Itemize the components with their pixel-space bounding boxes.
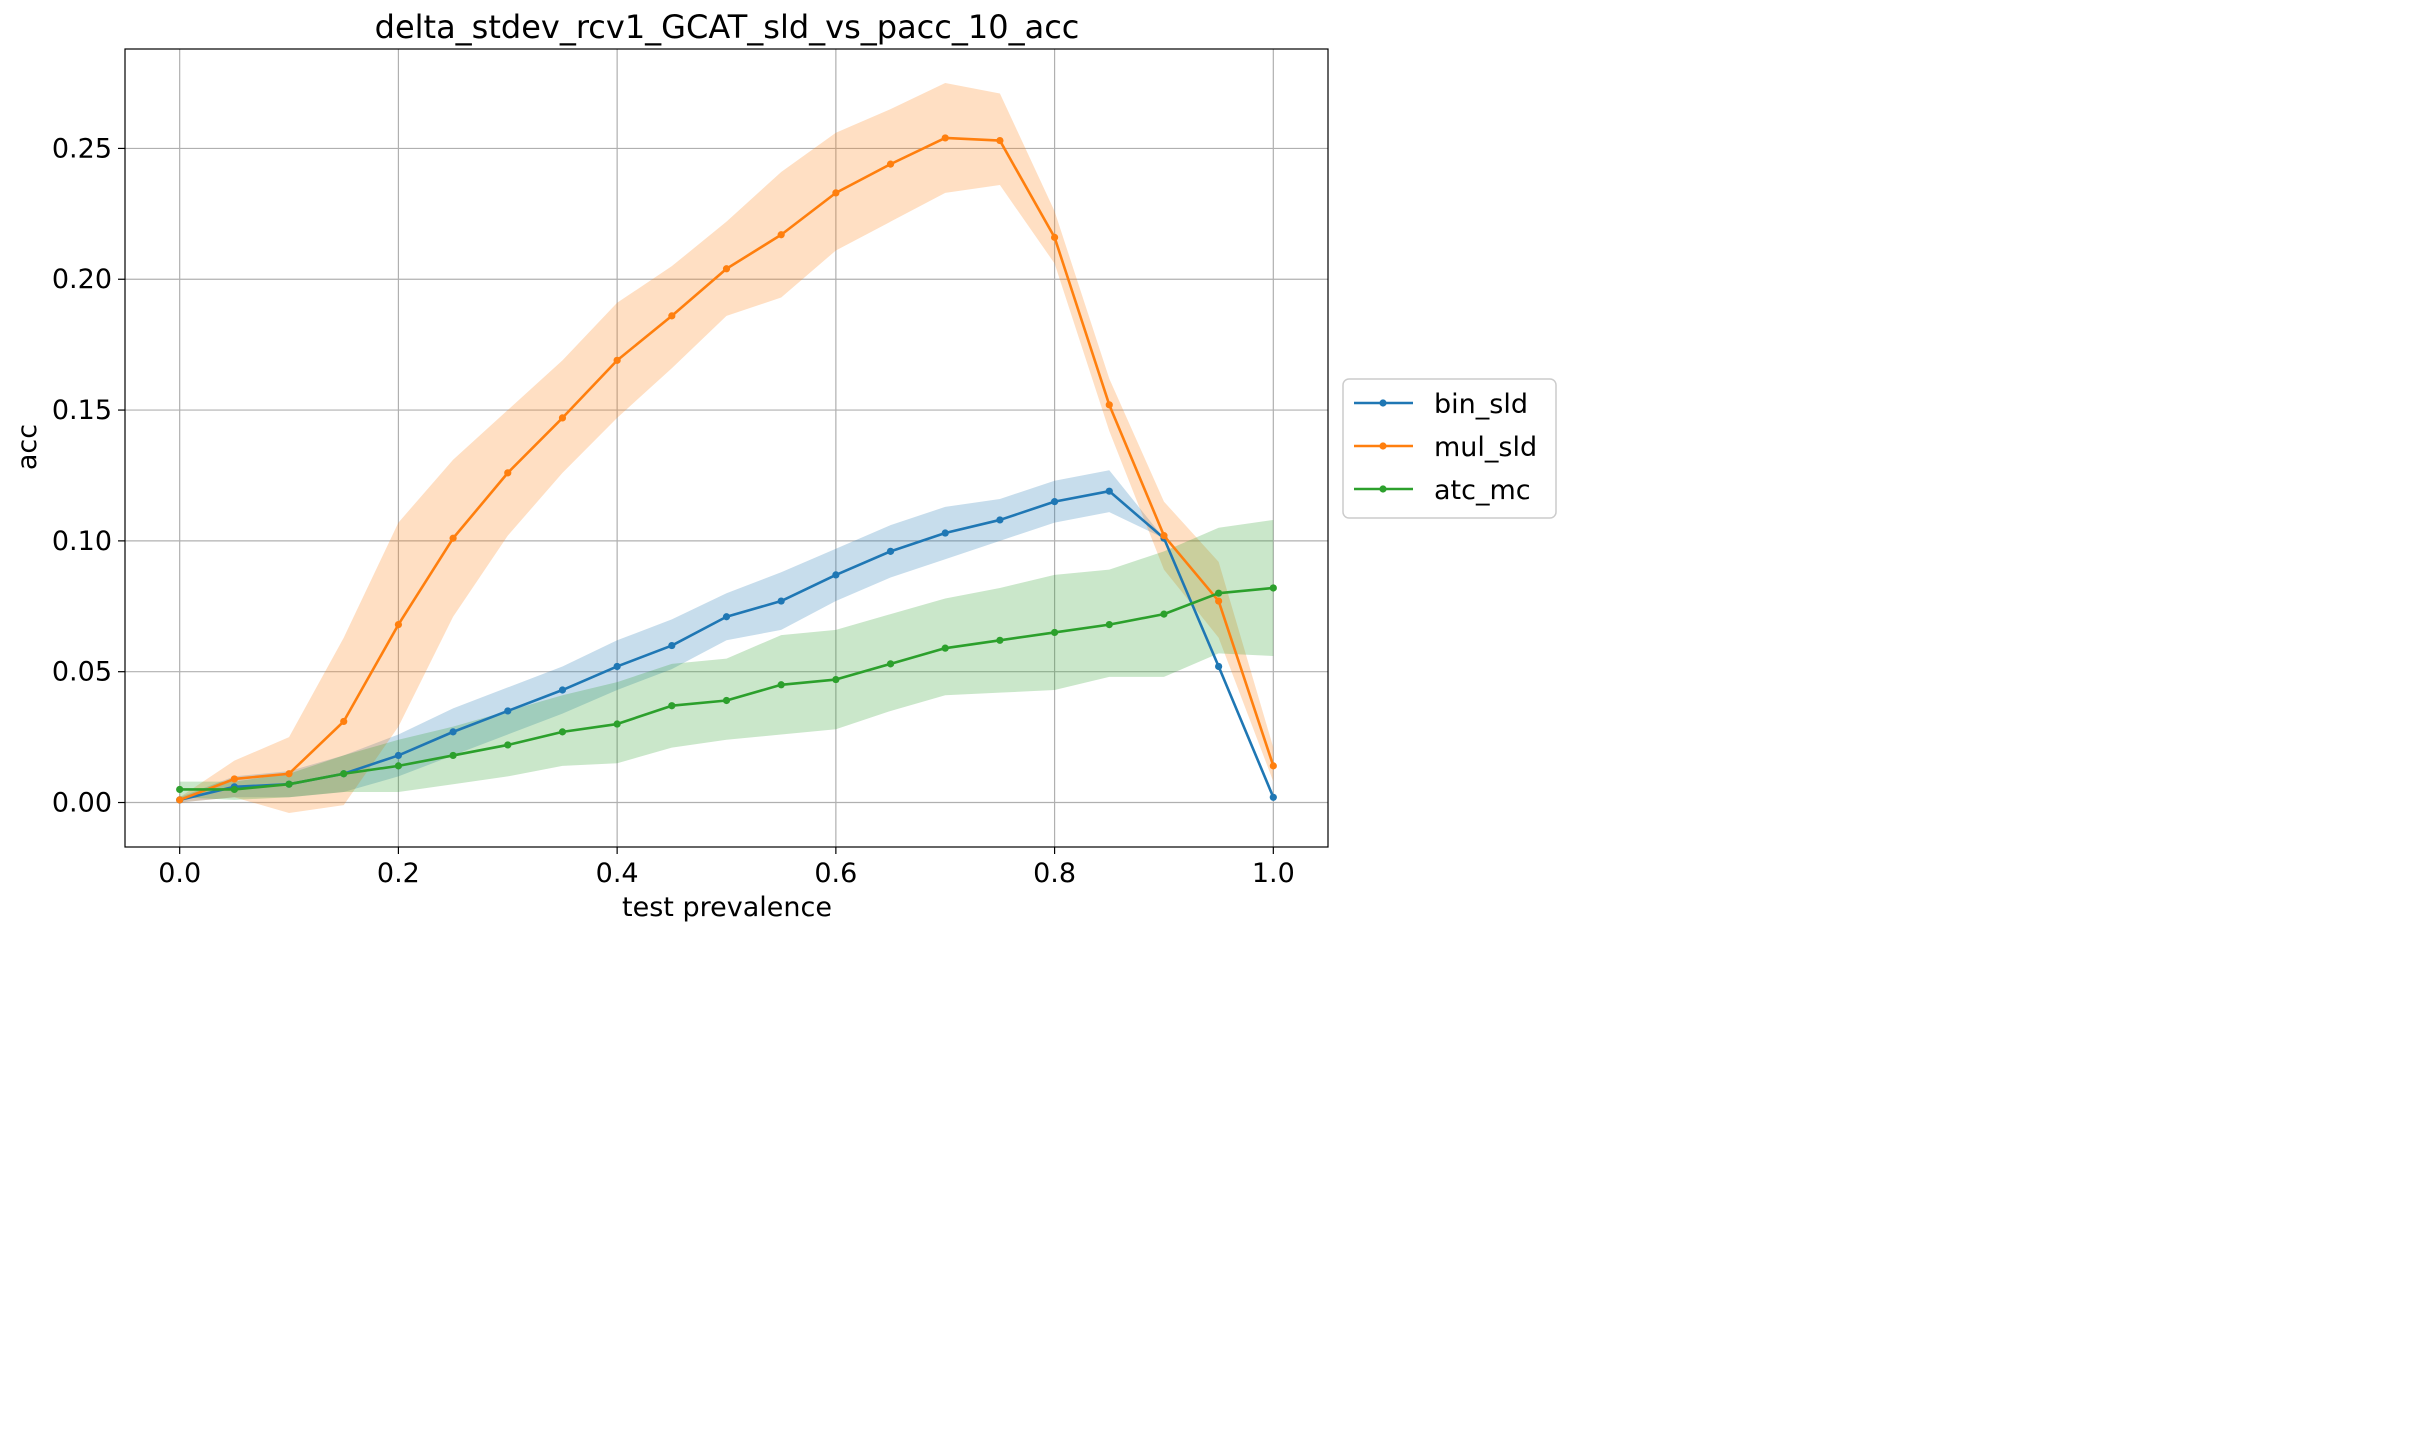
legend-box [1342, 378, 1557, 519]
atc_mc-point [941, 644, 949, 652]
plot-frame [124, 48, 1329, 848]
x-tick-label: 0.0 [158, 858, 201, 889]
bin_sld-point [1269, 793, 1277, 801]
atc_mc-point [1160, 610, 1168, 618]
series-lines [176, 134, 1277, 804]
y-tick-label: 0.25 [52, 133, 112, 164]
mul_sld-point [1215, 597, 1223, 605]
mul_sld-point [886, 160, 895, 168]
mul_sld-point [613, 356, 621, 364]
y-tick-label: 0.15 [52, 395, 112, 426]
bin_sld-point [558, 686, 567, 694]
bin_sld-point [504, 707, 512, 715]
legend-label-mul_sld: mul_sld [1434, 432, 1537, 463]
y-tick-label: 0.00 [52, 788, 112, 819]
atc_mc-point [394, 762, 403, 770]
grid [125, 49, 1328, 847]
x-tick-label: 1.0 [1252, 858, 1295, 889]
atc_mc-point [777, 681, 785, 689]
bin_sld-band [179, 470, 1274, 803]
mul_sld-point [394, 621, 403, 629]
y-tick-label: 0.20 [52, 264, 112, 295]
atc_mc-point [1105, 621, 1113, 629]
mul_sld-point [722, 265, 731, 273]
bin_sld-point [449, 728, 457, 736]
mul_sld-point [1050, 233, 1059, 241]
legend-label-atc_mc: atc_mc [1434, 475, 1531, 506]
mul_sld-point [230, 775, 238, 783]
atc_mc-point [230, 785, 238, 794]
atc_mc-point [832, 675, 840, 684]
line-chart: 0.0 0.2 0.4 0.6 0.8 1.0 0.000.050.100.150.200… [0, 0, 1568, 935]
y-axis-ticks: 0.00 0.05 0.10 0.15 0.20 0.25 [52, 133, 125, 819]
legend-marker-bin_sld [1379, 399, 1387, 407]
x-tick-label: 0.6 [814, 858, 857, 889]
mul_sld-point [340, 717, 348, 726]
mul_sld-point [1105, 401, 1113, 409]
x-axis-label: test prevalence [622, 892, 832, 923]
atc_mc-point [340, 770, 348, 778]
mul_sld-point [558, 414, 567, 422]
legend-marker-mul_sld [1379, 442, 1387, 450]
bin_sld-point [722, 613, 731, 621]
legend-label-bin_sld: bin_sld [1434, 389, 1528, 420]
bin_sld-point [832, 571, 840, 579]
atc_mc-point [504, 741, 512, 749]
chart-title: delta_stdev_rcv1_GCAT_sld_vs_pacc_10_acc [375, 8, 1080, 46]
mul_sld-point [941, 134, 949, 142]
atc_mc-point [668, 702, 676, 710]
atc_mc-point [1050, 628, 1059, 637]
mul_sld-point [777, 231, 785, 239]
chart-background [0, 0, 1568, 935]
mul_sld-point [668, 312, 676, 320]
y-tick-label: 0.05 [52, 657, 112, 688]
mul_sld-point [1160, 532, 1168, 540]
legend: bin_sld mul_sld atc_mc [1342, 378, 1557, 519]
bin_sld-point [941, 529, 949, 537]
atc_mc-point [176, 785, 184, 794]
y-tick-label: 0.10 [52, 526, 112, 557]
bin_sld-point [886, 547, 895, 555]
atc_mc-point [996, 636, 1004, 644]
bin_sld-point [1105, 487, 1113, 495]
mul_sld-point [504, 469, 512, 477]
bin_sld-point [613, 662, 621, 671]
bin_sld-point [1215, 662, 1223, 671]
atc_mc-point [285, 780, 293, 788]
x-tick-label: 0.2 [377, 858, 420, 889]
x-axis-ticks: 0.0 0.2 0.4 0.6 0.8 1.0 [158, 847, 1295, 889]
y-axis-label: acc [12, 424, 43, 470]
bin_sld-point [394, 751, 403, 760]
atc_mc-point [722, 696, 731, 705]
bin_sld-point [777, 597, 785, 605]
atc_mc-point [886, 660, 895, 668]
bin_sld-point [668, 641, 676, 650]
atc_mc-point [1215, 589, 1223, 597]
atc_mc-point [613, 720, 621, 728]
x-tick-label: 0.8 [1033, 858, 1076, 889]
mul_sld-point [176, 796, 184, 804]
atc_mc-point [558, 728, 567, 736]
mul_sld-point [285, 770, 293, 778]
atc_mc-point [1269, 584, 1277, 592]
atc_mc-point [449, 751, 457, 760]
x-tick-label: 0.4 [596, 858, 639, 889]
mul_sld-point [996, 136, 1004, 145]
bin_sld-point [996, 516, 1004, 524]
bin_sld-point [1050, 498, 1059, 506]
legend-marker-atc_mc [1379, 485, 1387, 493]
mul_sld-point [1269, 762, 1277, 770]
mul_sld-point [449, 534, 457, 542]
mul_sld-point [832, 189, 840, 197]
mul_sld-band [179, 83, 1274, 813]
